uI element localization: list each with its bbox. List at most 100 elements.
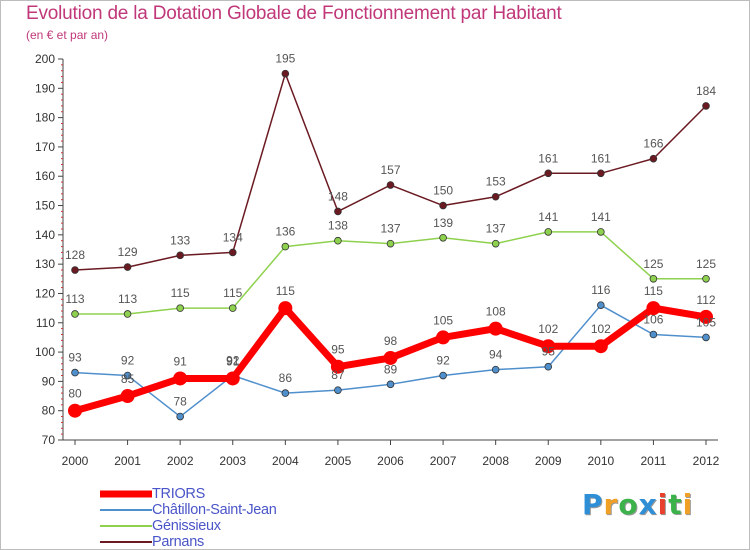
data-point-genissieux <box>544 228 553 236</box>
data-label-genissieux: 137 <box>380 222 400 236</box>
x-tick-label: 2007 <box>430 454 457 468</box>
data-point-triors <box>278 301 293 316</box>
data-label-chatillon-saint-jean: 92 <box>226 354 240 368</box>
data-label-genissieux: 113 <box>65 292 84 306</box>
data-label-triors: 105 <box>433 313 453 327</box>
legend: TRIORS Châtillon-Saint-Jean Génissieux P… <box>100 486 277 550</box>
data-label-triors: 115 <box>276 284 295 298</box>
legend-swatch-genissieux <box>100 525 152 527</box>
data-point-genissieux <box>597 228 605 236</box>
data-label-genissieux: 141 <box>538 210 558 224</box>
data-label-genissieux: 138 <box>328 219 348 233</box>
data-point-parnans <box>597 169 605 178</box>
data-point-chatillon-saint-jean <box>123 371 132 380</box>
legend-swatch-chatillon <box>100 509 152 511</box>
data-label-chatillon-saint-jean: 92 <box>436 354 450 368</box>
data-label-genissieux: 136 <box>275 225 295 239</box>
data-label-parnans: 128 <box>65 248 85 262</box>
x-tick-label: 2005 <box>325 454 352 468</box>
series-genissieux <box>71 228 710 318</box>
data-point-genissieux <box>281 242 290 251</box>
data-point-triors <box>173 371 188 386</box>
y-tick-label: 90 <box>42 374 56 388</box>
y-tick-label: 110 <box>36 316 55 330</box>
x-tick-label: 2012 <box>693 454 720 468</box>
y-tick-label: 70 <box>42 433 56 447</box>
data-label-parnans: 195 <box>275 52 295 66</box>
data-point-genissieux <box>71 310 79 318</box>
series-layer <box>68 69 713 421</box>
data-label-chatillon-saint-jean: 106 <box>643 312 663 326</box>
data-point-parnans <box>176 251 184 260</box>
data-label-chatillon-saint-jean: 87 <box>331 368 345 382</box>
data-point-chatillon-saint-jean <box>439 371 447 380</box>
data-point-triors <box>436 330 451 345</box>
data-point-parnans <box>649 154 658 163</box>
chart-title: Evolution de la Dotation Globale de Fonc… <box>26 3 562 24</box>
data-label-triors: 112 <box>696 293 715 307</box>
data-label-chatillon-saint-jean: 78 <box>173 395 187 409</box>
data-point-triors <box>330 359 345 374</box>
y-tick-label: 190 <box>35 81 55 95</box>
data-label-parnans: 161 <box>591 151 611 165</box>
data-point-chatillon-saint-jean <box>386 380 395 389</box>
legend-item-genissieux: Génissieux <box>100 518 277 534</box>
legend-label-triors: TRIORS <box>152 486 205 502</box>
y-tick-label: 160 <box>35 169 55 183</box>
legend-label-chatillon: Châtillon-Saint-Jean <box>152 502 277 518</box>
data-point-chatillon-saint-jean <box>491 365 500 374</box>
data-label-genissieux: 125 <box>643 257 663 271</box>
data-point-chatillon-saint-jean <box>702 333 710 342</box>
legend-item-parnans: Parnans <box>100 534 277 550</box>
data-point-triors <box>383 350 398 365</box>
y-tick-label: 200 <box>35 52 55 66</box>
legend-item-triors: TRIORS <box>100 486 277 502</box>
data-point-genissieux <box>702 275 710 283</box>
data-label-chatillon-saint-jean: 94 <box>489 348 503 362</box>
data-point-parnans <box>71 266 79 274</box>
data-point-parnans <box>439 201 447 210</box>
data-point-triors <box>541 339 556 354</box>
data-point-parnans <box>544 169 553 178</box>
data-point-triors <box>593 339 608 354</box>
chart-axes: 7080901001101201301401501601701801902002… <box>35 52 720 468</box>
chart-subtitle: (en € et par an) <box>26 28 109 42</box>
legend-swatch-triors <box>100 490 152 498</box>
y-tick-label: 140 <box>35 228 55 242</box>
data-label-triors: 91 <box>173 354 187 368</box>
data-point-triors <box>120 389 135 404</box>
data-labels-layer: 128 129 133 134 195 148 157 150 153 161 161 166 184 1… <box>65 52 716 409</box>
data-label-parnans: 148 <box>328 189 348 203</box>
data-label-genissieux: 113 <box>118 292 137 306</box>
data-point-parnans <box>491 192 500 201</box>
legend-item-chatillon: Châtillon-Saint-Jean <box>100 502 277 518</box>
x-tick-label: 2006 <box>377 454 404 468</box>
data-label-genissieux: 125 <box>696 257 716 271</box>
x-tick-label: 2002 <box>167 454 194 468</box>
x-tick-label: 2011 <box>641 454 667 468</box>
data-point-parnans <box>386 181 395 189</box>
legend-label-parnans: Parnans <box>152 534 204 550</box>
data-label-genissieux: 115 <box>171 286 190 300</box>
data-label-parnans: 129 <box>118 245 138 259</box>
data-point-chatillon-saint-jean <box>281 389 290 397</box>
data-point-genissieux <box>491 239 500 248</box>
data-label-chatillon-saint-jean: 92 <box>121 354 135 368</box>
y-tick-label: 130 <box>35 257 55 271</box>
data-point-triors <box>699 309 713 324</box>
data-label-parnans: 150 <box>433 184 453 198</box>
data-label-triors: 85 <box>121 372 135 386</box>
data-point-chatillon-saint-jean <box>71 368 79 377</box>
series-triors <box>68 301 713 418</box>
y-tick-label: 170 <box>35 140 55 154</box>
proxiti-logo: Proxiti <box>582 488 694 521</box>
x-tick-label: 2003 <box>219 454 246 468</box>
data-point-genissieux <box>123 310 132 318</box>
data-label-parnans: 134 <box>223 230 243 244</box>
data-label-chatillon-saint-jean: 89 <box>384 362 398 376</box>
x-tick-label: 2000 <box>62 454 89 468</box>
data-label-triors: 95 <box>331 343 345 357</box>
data-point-chatillon-saint-jean <box>334 386 342 394</box>
data-label-genissieux: 141 <box>591 210 611 224</box>
data-point-triors <box>488 321 503 336</box>
